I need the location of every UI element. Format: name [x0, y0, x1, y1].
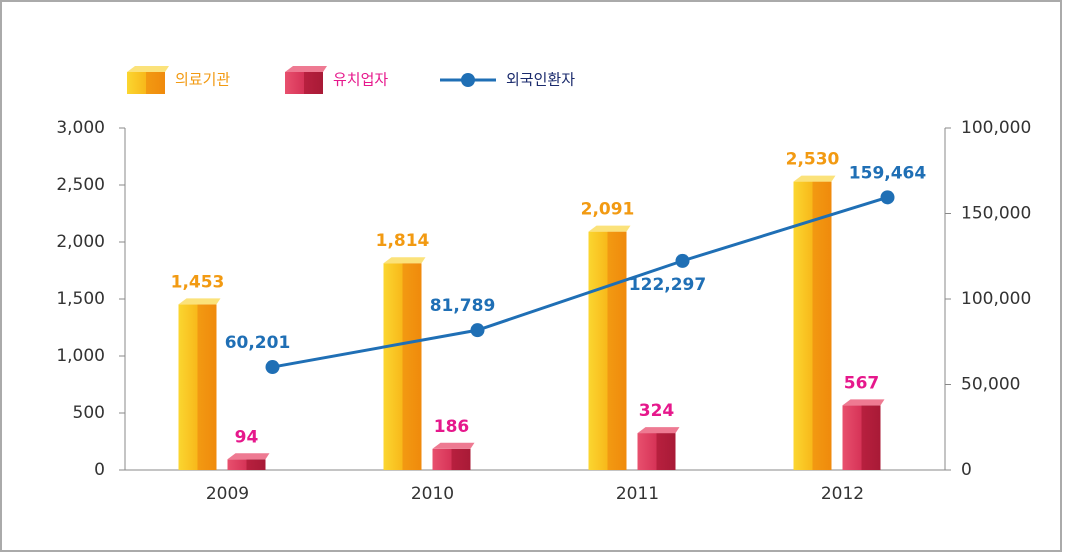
y-tick-label: 2,000 [56, 232, 105, 252]
x-tick-label: 2009 [206, 484, 249, 504]
value-label: 2,530 [786, 150, 840, 170]
bar-top [793, 175, 836, 182]
y2-tick-label: 100,000 [961, 289, 1031, 309]
value-label: 60,201 [225, 333, 291, 353]
bar-top [842, 399, 885, 406]
bar [588, 231, 627, 470]
value-label: 159,464 [849, 163, 927, 183]
bar [383, 263, 422, 470]
x-tick-label: 2012 [821, 484, 864, 504]
bar-top [178, 298, 221, 305]
y2-tick-label: 50,000 [961, 375, 1020, 395]
legend-label: 유치업자 [333, 71, 388, 89]
line-point [880, 190, 895, 205]
legend-label: 외국인환자 [506, 71, 575, 89]
y-tick-label: 2,500 [56, 175, 105, 195]
line-point [265, 360, 280, 375]
value-label: 567 [844, 373, 880, 393]
y2-tick-label: 150,000 [961, 204, 1031, 224]
legend-swatch [127, 72, 165, 94]
value-label: 186 [434, 417, 470, 437]
x-tick-label: 2010 [411, 484, 454, 504]
bar [793, 181, 832, 470]
bar [227, 459, 266, 470]
legend-label: 의료기관 [175, 71, 230, 89]
bar-top [432, 442, 475, 449]
legend-dot [461, 73, 475, 87]
bar-top [588, 225, 631, 232]
y-tick-label: 1,000 [56, 346, 105, 366]
value-label: 324 [639, 401, 675, 421]
value-label: 2,091 [581, 200, 635, 220]
y2-tick-label: 100,000 [961, 118, 1031, 138]
legend-swatch [285, 72, 323, 94]
legend-swatch-top [285, 66, 327, 72]
value-label: 122,297 [629, 275, 706, 295]
bar [842, 405, 881, 470]
bar [432, 448, 471, 470]
value-label: 1,814 [376, 231, 430, 251]
bar [178, 304, 217, 470]
bar [637, 433, 676, 470]
legend-swatch-top [127, 66, 169, 72]
x-tick-label: 2011 [616, 484, 659, 504]
value-label: 94 [235, 427, 259, 447]
y-tick-label: 3,000 [56, 118, 105, 138]
bar-top [637, 427, 680, 434]
line [272, 195, 888, 369]
value-label: 81,789 [430, 296, 496, 316]
y2-tick-label: 0 [961, 460, 972, 480]
bar-top [227, 453, 270, 460]
value-label: 1,453 [171, 272, 225, 292]
y-tick-label: 0 [94, 460, 105, 480]
y-tick-label: 1,500 [56, 289, 105, 309]
line-point [675, 253, 690, 268]
line-point [470, 323, 485, 338]
y-tick-label: 500 [73, 403, 105, 423]
bar-top [383, 257, 426, 264]
